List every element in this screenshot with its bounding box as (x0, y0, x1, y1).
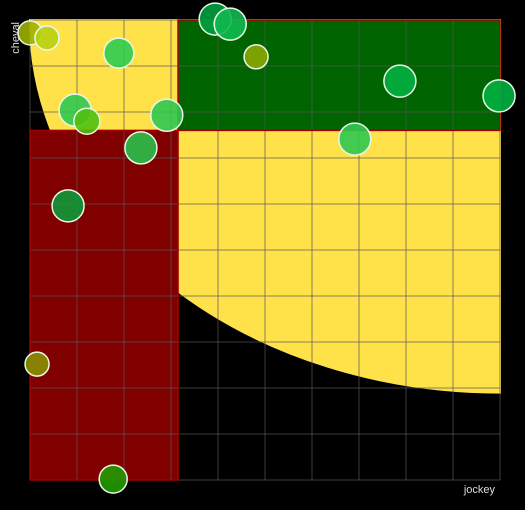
point (150, 98, 184, 132)
region (30, 130, 179, 480)
point (383, 64, 417, 98)
region-border (177, 19, 501, 132)
y-axis-label: cheval (10, 22, 22, 54)
point (34, 25, 60, 51)
point (98, 464, 128, 494)
point (124, 131, 158, 165)
point (103, 37, 135, 69)
point (24, 351, 50, 377)
point (213, 7, 247, 41)
point (73, 107, 101, 135)
point (51, 189, 85, 223)
point (243, 44, 269, 70)
point (338, 122, 372, 156)
x-axis-label: jockey (463, 484, 496, 496)
point (482, 79, 516, 113)
plot (17, 2, 516, 494)
